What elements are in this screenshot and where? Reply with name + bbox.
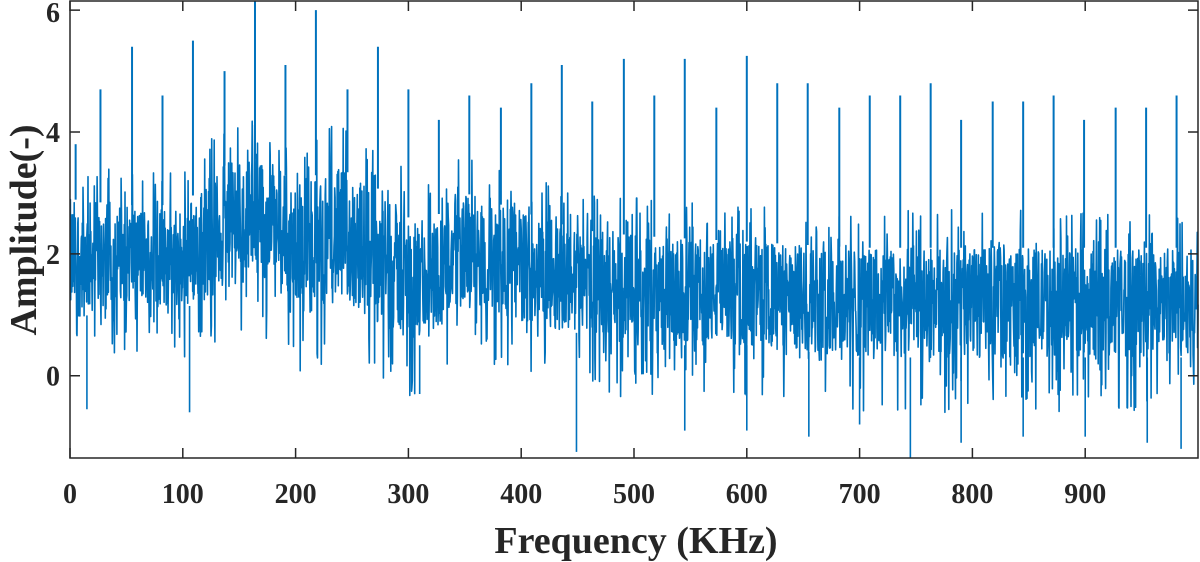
y-axis-ticks: 0 2 4 6 bbox=[46, 0, 1198, 393]
x-tick-label: 300 bbox=[387, 479, 429, 510]
x-tick-label: 600 bbox=[726, 479, 768, 510]
x-tick-label: 400 bbox=[500, 479, 542, 510]
y-tick-label: 2 bbox=[46, 240, 60, 271]
x-tick-label: 0 bbox=[63, 479, 77, 510]
plot-area bbox=[70, 1, 1199, 458]
y-tick-label: 4 bbox=[46, 118, 60, 149]
x-tick-label: 100 bbox=[162, 479, 204, 510]
x-tick-label: 700 bbox=[839, 479, 881, 510]
signal-trace bbox=[70, 120, 1199, 414]
x-axis-ticks: 0 100 200 300 400 500 600 700 800 900 bbox=[63, 1, 1106, 510]
x-tick-label: 800 bbox=[951, 479, 993, 510]
x-tick-label: 900 bbox=[1064, 479, 1106, 510]
x-tick-label: 500 bbox=[613, 479, 655, 510]
y-tick-label: 0 bbox=[46, 362, 60, 393]
y-axis-title: Amplitude(-) bbox=[3, 124, 45, 335]
x-axis-title: Frequency (KHz) bbox=[494, 520, 777, 562]
x-tick-label: 200 bbox=[275, 479, 317, 510]
y-tick-label: 6 bbox=[46, 0, 60, 29]
